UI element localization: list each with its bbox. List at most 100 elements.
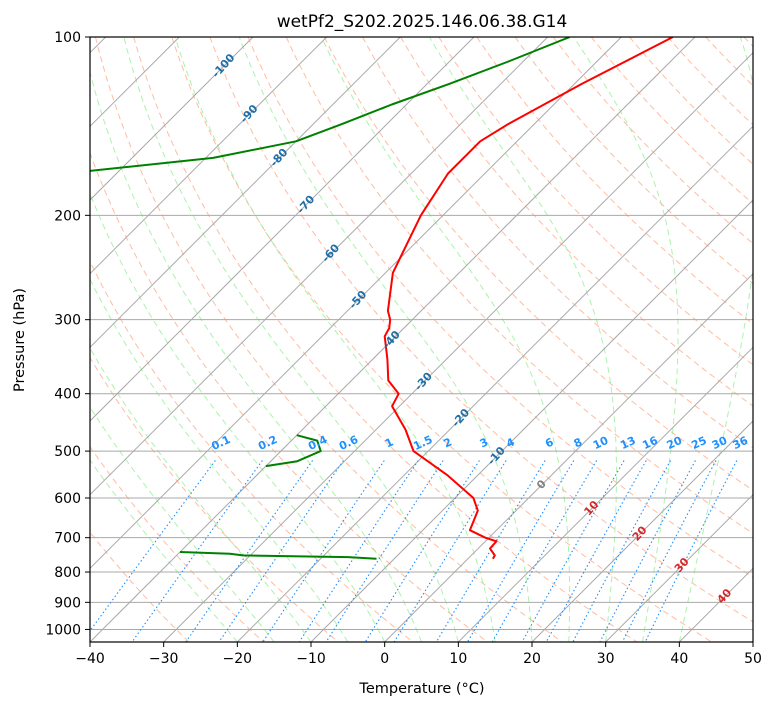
plot-frame [89, 36, 754, 643]
isotherm [90, 37, 401, 349]
dry-adiabat [209, 37, 753, 623]
dry-adiabat [743, 37, 753, 48]
isotherm [236, 125, 753, 642]
x-tick-label: −20 [223, 651, 253, 667]
mixing-ratio-label: 16 [640, 434, 660, 452]
isotherm [90, 37, 328, 275]
dry-adiabat [705, 37, 753, 87]
isotherm [310, 199, 753, 642]
isotherm [90, 37, 696, 642]
isotherm [752, 641, 753, 642]
x-tick-label: 0 [380, 651, 389, 667]
grid-layer [90, 37, 753, 642]
dry-adiabat [95, 37, 563, 642]
mixing-ratio-line [131, 460, 263, 642]
isotherm [384, 272, 753, 642]
moist-adiabat [90, 347, 312, 642]
axis-ticks-layer: −40 −30 −20 −10 0 10 20 30 40 50 100 200 300 400 500 60… [45, 30, 762, 667]
y-tick-label: 600 [54, 491, 81, 507]
x-tick-label: −30 [149, 651, 179, 667]
x-tick-label: −40 [75, 651, 105, 667]
mixing-ratio-line [545, 460, 647, 642]
dry-adiabat [323, 37, 753, 491]
mixing-ratio-line [491, 460, 598, 642]
mixing-ratio-label: 8 [572, 435, 584, 450]
mixing-ratio-label: 30 [710, 434, 730, 452]
isopleth-labels-layer: 0.1 0.2 0.4 0.6 1 1.5 2 3 4 6 8 10 13 16 20 25 30 36-100-… [209, 51, 750, 606]
moist-adiabat [90, 459, 238, 642]
temperature-profile-line [383, 37, 674, 560]
moist-adiabat [174, 37, 496, 642]
x-tick-label: 10 [449, 651, 467, 667]
chart-title: wetPf2_S202.2025.146.06.38.G14 [277, 12, 568, 32]
moist-adiabat [320, 37, 571, 642]
y-tick-label: 200 [54, 208, 81, 224]
dry-adiabat [552, 37, 753, 245]
moist-adiabat [90, 70, 422, 642]
isotherm-label: -100 [209, 51, 237, 80]
mixing-ratio-label: 3 [478, 435, 490, 450]
y-axis-title: Pressure (hPa) [12, 288, 28, 392]
dewpoint-profile-line [265, 434, 322, 468]
isotherm [163, 51, 753, 642]
x-tick-label: 30 [597, 651, 615, 667]
y-tick-label: 900 [54, 595, 81, 611]
dry-adiabat [400, 37, 753, 407]
mixing-ratio-line [393, 460, 507, 642]
mixing-ratio-label: 1.5 [411, 433, 434, 453]
profiles-layer [90, 37, 674, 560]
dry-adiabat [247, 37, 753, 578]
isotherm [90, 37, 475, 422]
mixing-ratio-line [435, 460, 546, 642]
dry-adiabat [90, 445, 264, 642]
isotherm [90, 37, 549, 496]
mixing-ratio-label: 0.4 [306, 433, 329, 453]
isotherm [678, 567, 753, 642]
dry-adiabat [90, 151, 488, 642]
moist-adiabat [678, 37, 753, 642]
y-tick-label: 400 [54, 387, 81, 403]
isotherm [605, 493, 753, 642]
dewpoint-profile-line [179, 551, 377, 560]
dry-adiabat [590, 37, 753, 205]
mixing-ratio-line [218, 460, 344, 642]
moist-adiabat [90, 192, 386, 642]
y-tick-label: 1000 [45, 622, 81, 638]
mixing-ratio-label: 20 [665, 434, 685, 452]
x-axis-title: Temperature (°C) [358, 681, 484, 697]
y-tick-label: 800 [54, 565, 81, 581]
mixing-ratio-line [644, 460, 738, 642]
mixing-ratio-layer [90, 460, 738, 642]
mixing-ratio-label: 36 [731, 434, 751, 452]
dewpoint-profile-line [90, 37, 571, 172]
isotherm [457, 346, 753, 642]
mixing-ratio-line [521, 460, 625, 642]
isotherm [90, 37, 254, 201]
mixing-ratio-line [325, 460, 444, 642]
dry-adiabat [667, 37, 753, 126]
x-tick-label: −10 [296, 651, 326, 667]
mixing-ratio-line [262, 460, 385, 642]
x-tick-label: 50 [744, 651, 762, 667]
moist-adiabat [90, 278, 349, 642]
y-tick-label: 700 [54, 531, 81, 547]
mixing-ratio-label: 10 [591, 434, 611, 452]
mixing-ratio-line [298, 460, 419, 642]
moist-adiabat [573, 37, 679, 642]
y-tick-label: 100 [54, 30, 81, 46]
mixing-ratio-label: 25 [689, 434, 708, 452]
dry-adiabat [438, 37, 753, 366]
x-tick-label: 20 [523, 651, 541, 667]
mixing-ratio-line [467, 460, 575, 642]
y-tick-label: 300 [54, 313, 81, 329]
mixing-ratio-label: 1 [383, 435, 395, 450]
mixing-ratio-line [599, 460, 696, 642]
mixing-ratio-line [90, 460, 216, 632]
dry-adiabat [285, 37, 753, 534]
dry-adiabat [171, 37, 712, 642]
dry-adiabat [133, 37, 638, 642]
mixing-ratio-label: 0.2 [256, 433, 279, 453]
moist-adiabat [123, 37, 459, 642]
dry-adiabat [90, 260, 414, 642]
